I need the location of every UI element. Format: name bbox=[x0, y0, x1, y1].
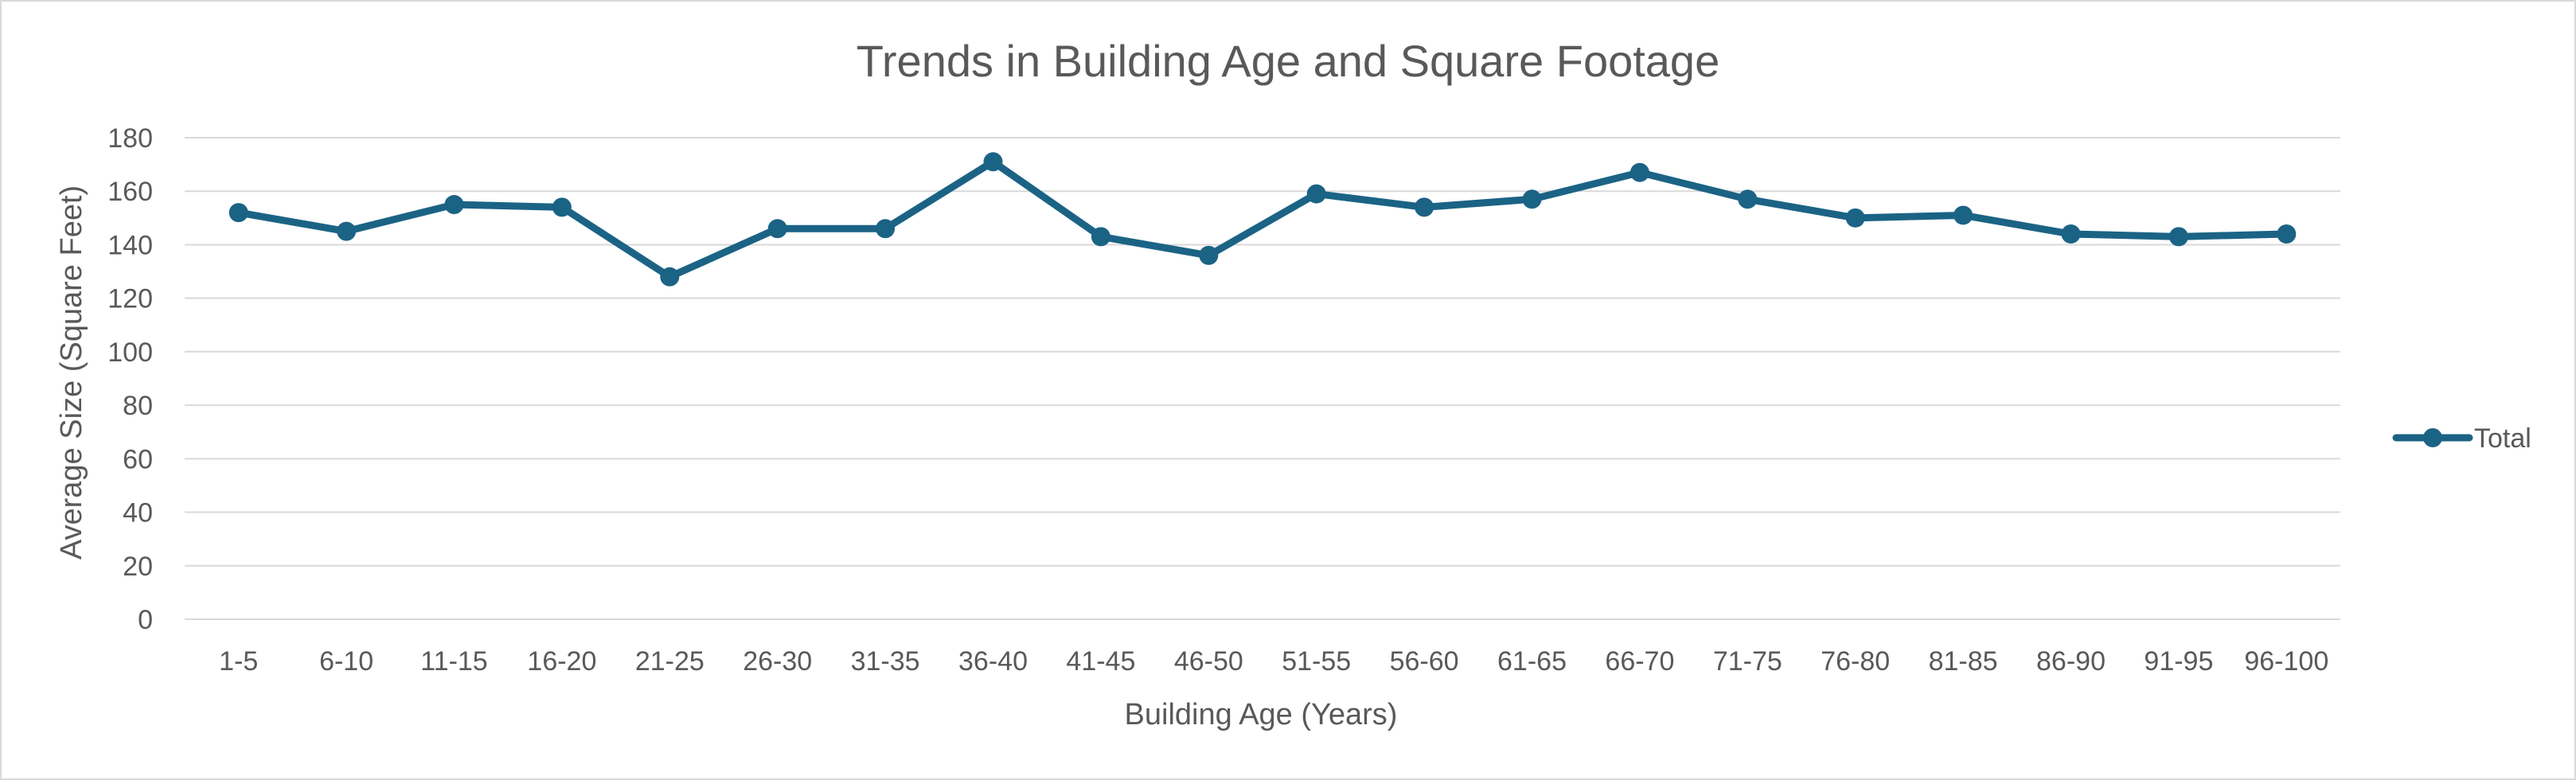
data-point bbox=[552, 197, 572, 217]
y-tick-label: 20 bbox=[123, 552, 153, 582]
x-tick-label: 46-50 bbox=[1174, 646, 1243, 677]
x-axis-title: Building Age (Years) bbox=[1125, 698, 1398, 731]
y-tick-label: 120 bbox=[107, 284, 153, 314]
x-tick-label: 66-70 bbox=[1605, 646, 1674, 677]
x-tick-label: 31-35 bbox=[851, 646, 920, 677]
y-axis-tick-labels: 0 20 40 60 80 100 120 140 160 180 bbox=[107, 123, 153, 635]
y-axis-title: Average Size (Square Feet) bbox=[55, 185, 88, 560]
data-point bbox=[876, 219, 896, 239]
chart-title: Trends in Building Age and Square Footag… bbox=[857, 36, 1719, 86]
series-total bbox=[228, 152, 2297, 287]
y-tick-label: 40 bbox=[123, 498, 153, 528]
y-tick-label: 80 bbox=[123, 391, 153, 421]
x-tick-label: 36-40 bbox=[958, 646, 1028, 677]
x-tick-label: 91-95 bbox=[2144, 646, 2213, 677]
y-tick-label: 160 bbox=[107, 177, 153, 207]
data-point bbox=[2277, 224, 2297, 244]
x-tick-label: 51-55 bbox=[1282, 646, 1351, 677]
data-point bbox=[1199, 245, 1219, 265]
x-tick-label: 16-20 bbox=[527, 646, 596, 677]
data-point bbox=[1953, 205, 1973, 225]
data-point bbox=[660, 267, 680, 287]
data-point bbox=[1522, 189, 1542, 209]
x-tick-label: 11-15 bbox=[420, 646, 487, 677]
x-tick-label: 76-80 bbox=[1821, 646, 1890, 677]
gridlines bbox=[185, 137, 2340, 620]
x-tick-label: 61-65 bbox=[1497, 646, 1567, 677]
data-point bbox=[1415, 197, 1434, 217]
legend: Total bbox=[2392, 423, 2531, 454]
data-point bbox=[983, 152, 1003, 172]
data-point bbox=[2061, 224, 2081, 244]
x-tick-label: 6-10 bbox=[319, 646, 373, 677]
data-point bbox=[1738, 189, 1758, 209]
x-tick-label: 81-85 bbox=[1929, 646, 1998, 677]
x-tick-label: 96-100 bbox=[2244, 646, 2328, 677]
x-tick-label: 86-90 bbox=[2036, 646, 2106, 677]
x-tick-label: 56-60 bbox=[1390, 646, 1459, 677]
y-tick-label: 140 bbox=[107, 230, 153, 260]
y-tick-label: 0 bbox=[138, 605, 153, 635]
x-tick-label: 21-25 bbox=[635, 646, 704, 677]
data-point bbox=[444, 195, 464, 215]
data-point bbox=[767, 219, 787, 239]
data-point bbox=[2168, 227, 2188, 247]
data-point bbox=[1845, 208, 1865, 228]
series-line-total bbox=[235, 158, 2290, 281]
data-point bbox=[1306, 184, 1326, 204]
x-tick-label: 71-75 bbox=[1713, 646, 1782, 677]
data-point bbox=[1630, 162, 1649, 182]
x-tick-label: 26-30 bbox=[743, 646, 812, 677]
legend-marker-total bbox=[2423, 428, 2442, 447]
data-point bbox=[228, 203, 248, 223]
y-tick-label: 100 bbox=[107, 337, 153, 368]
y-tick-label: 180 bbox=[107, 123, 153, 154]
x-tick-label: 1-5 bbox=[219, 646, 258, 677]
y-tick-label: 60 bbox=[123, 444, 153, 474]
data-point bbox=[1091, 227, 1110, 247]
x-tick-label: 41-45 bbox=[1066, 646, 1135, 677]
data-point bbox=[337, 221, 357, 241]
legend-label-total: Total bbox=[2474, 423, 2531, 454]
x-axis-tick-labels: 1-5 6-10 11-15 16-20 21-25 26-30 31-35 36-40 41-… bbox=[219, 646, 2328, 677]
